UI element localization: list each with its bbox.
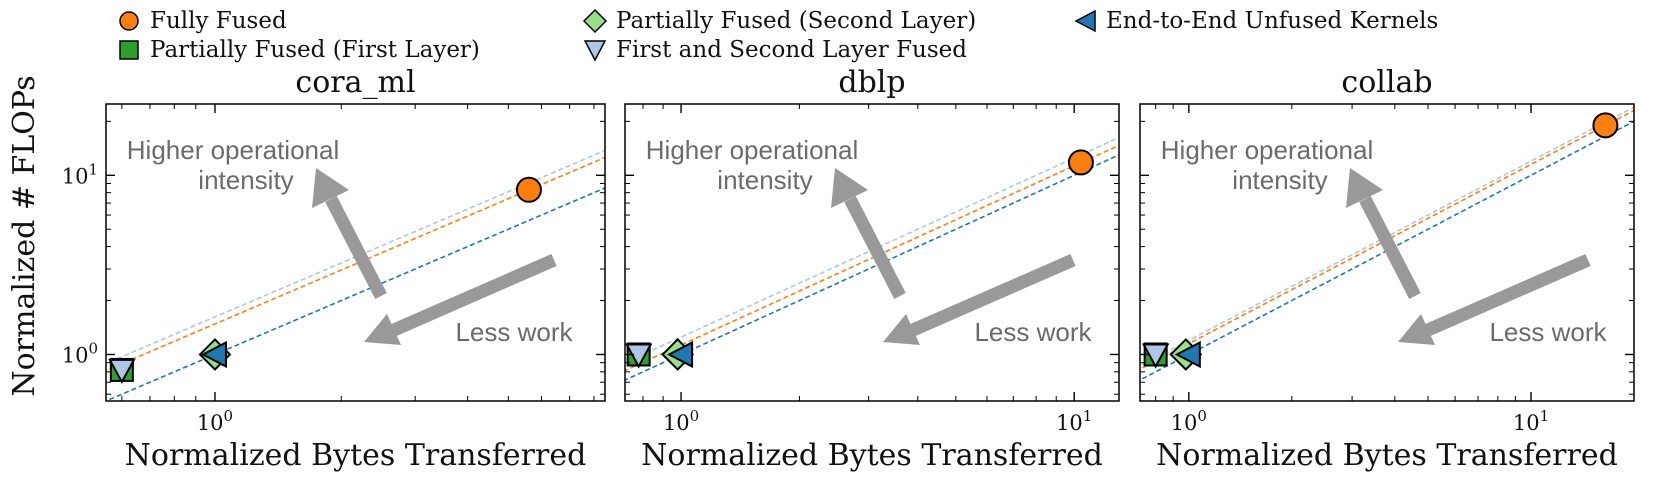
minor-ticks [625, 104, 1119, 401]
legend-item-partially-fused-first: Partially Fused (First Layer) [118, 37, 480, 63]
diamond-marker-icon [582, 8, 608, 34]
legend-item-fully-fused: Fully Fused [118, 8, 287, 34]
legend-label: Partially Fused (First Layer) [150, 37, 480, 63]
annotation-higher-line1: Higher operational [646, 135, 858, 165]
arrow-head [1346, 168, 1383, 208]
reference-line [625, 154, 1119, 381]
x-tick-label: 100 [663, 407, 699, 435]
less-work-arrow [1425, 254, 1591, 336]
annotation-higher-line2: intensity [717, 165, 812, 195]
reference-line [625, 136, 1119, 364]
marker-first-and-second-layer-fused [1141, 343, 1170, 369]
x-axis-label: Normalized Bytes Transferred [641, 438, 1103, 473]
marker-fully-fused [1592, 112, 1619, 139]
triangle-down-marker-icon [583, 40, 607, 62]
panel-title: cora_ml [295, 65, 415, 100]
arrow-head [312, 168, 349, 208]
annotation-higher-line2: intensity [198, 165, 293, 195]
minor-ticks [106, 104, 605, 401]
annotation-higher-line2: intensity [1232, 165, 1327, 195]
annotation-less-work: Less work [974, 317, 1092, 347]
less-work-arrow [910, 254, 1076, 336]
plot-frame [624, 103, 1120, 402]
legend-label: End-to-End Unfused Kernels [1106, 8, 1439, 34]
panel-title: collab [1341, 65, 1432, 100]
arrow-head [883, 314, 920, 345]
higher-intensity-arrow [325, 196, 387, 299]
legend-item-partially-fused-second: Partially Fused (Second Layer) [582, 8, 977, 34]
triangle-left-marker-icon [1074, 9, 1096, 33]
x-tick-label: 100 [197, 407, 233, 435]
marker-end-to-end-unfused-kernels [200, 340, 227, 369]
legend-item-end-to-end-unfused: End-to-End Unfused Kernels [1074, 8, 1438, 34]
legend-item-first-second-fused: First and Second Layer Fused [583, 37, 967, 63]
legend-label: Partially Fused (Second Layer) [616, 8, 977, 34]
annotation-arrows [831, 168, 1076, 345]
x-axis-label: Normalized Bytes Transferred [1156, 438, 1618, 473]
arrow-head [831, 168, 868, 208]
square-marker-icon [119, 40, 139, 60]
plot-frame [1139, 103, 1635, 402]
annotation-higher-line1: Higher operational [1161, 135, 1373, 165]
legend-label: First and Second Layer Fused [616, 37, 967, 63]
annotation-arrows [1346, 168, 1591, 345]
x-tick-label: 101 [1513, 407, 1549, 435]
y-axis-label: Normalized # FLOPs [7, 75, 42, 396]
marker-first-and-second-layer-fused [108, 358, 136, 385]
legend: Fully Fused Partially Fused (First Layer… [0, 0, 1660, 70]
arrow-head [1398, 314, 1435, 345]
higher-intensity-arrow [844, 196, 906, 299]
x-tick-label: 100 [1171, 407, 1207, 435]
marker-end-to-end-unfused-kernels [1174, 340, 1201, 369]
higher-intensity-arrow [1359, 196, 1421, 299]
reference-line [106, 187, 605, 401]
annotation-arrows [312, 168, 557, 345]
panel-title: dblp [838, 65, 905, 100]
marker-first-and-second-layer-fused [624, 343, 653, 369]
x-tick-label: 101 [1056, 407, 1092, 435]
y-tick-label: 101 [62, 160, 98, 188]
marker-fully-fused [1067, 149, 1094, 176]
annotation-higher-line1: Higher operational [127, 135, 339, 165]
circle-marker-icon [119, 11, 139, 31]
marker-fully-fused [515, 176, 542, 203]
annotation-less-work: Less work [1489, 317, 1607, 347]
annotation-less-work: Less work [455, 317, 573, 347]
reference-line [625, 144, 1119, 372]
legend-label: Fully Fused [150, 8, 287, 34]
x-axis-label: Normalized Bytes Transferred [125, 438, 587, 473]
less-work-arrow [391, 254, 557, 336]
marker-end-to-end-unfused-kernels [666, 340, 694, 369]
minor-ticks [1140, 104, 1634, 401]
y-tick-label: 100 [62, 339, 98, 367]
arrow-head [364, 314, 401, 345]
plot-frame [105, 103, 606, 402]
